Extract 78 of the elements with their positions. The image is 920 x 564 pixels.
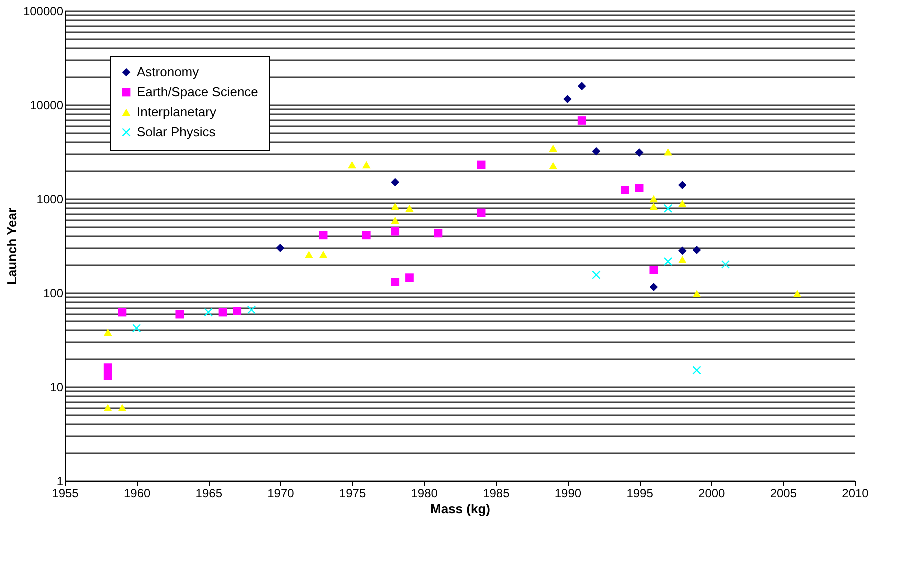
point bbox=[793, 290, 802, 298]
point bbox=[434, 229, 443, 238]
point bbox=[578, 82, 586, 91]
y-tick-label: 1 bbox=[56, 474, 64, 488]
point bbox=[477, 208, 486, 218]
point bbox=[650, 202, 658, 210]
point bbox=[319, 251, 328, 258]
x-tick-label: 1955 bbox=[52, 486, 80, 500]
point bbox=[305, 251, 314, 258]
point bbox=[319, 231, 328, 240]
point bbox=[692, 246, 702, 254]
x-tick-label: 2005 bbox=[770, 486, 798, 500]
point bbox=[391, 178, 400, 187]
point bbox=[276, 244, 285, 252]
x-tick-label: 1990 bbox=[554, 486, 582, 500]
y-tick-label: 1000 bbox=[36, 192, 64, 206]
point bbox=[635, 184, 644, 192]
point bbox=[104, 364, 112, 372]
y-tick-label: 100000 bbox=[23, 4, 64, 18]
point bbox=[592, 147, 601, 156]
point bbox=[578, 116, 586, 125]
point bbox=[664, 148, 672, 156]
point bbox=[104, 404, 112, 412]
point bbox=[362, 161, 371, 169]
legend-label: Interplanetary bbox=[137, 104, 217, 120]
point bbox=[391, 202, 400, 210]
point bbox=[218, 308, 228, 317]
point bbox=[391, 216, 400, 224]
point bbox=[406, 205, 414, 212]
x-tick-label: 1965 bbox=[196, 486, 223, 500]
point bbox=[650, 266, 658, 274]
y-tick-label: 100 bbox=[43, 286, 64, 300]
point bbox=[722, 260, 730, 269]
point bbox=[650, 283, 658, 292]
point bbox=[635, 148, 644, 157]
point bbox=[549, 144, 558, 152]
point bbox=[118, 404, 127, 412]
point bbox=[678, 256, 687, 264]
point bbox=[692, 366, 702, 375]
x-tick-label: 1970 bbox=[268, 486, 295, 500]
point bbox=[477, 160, 486, 170]
point bbox=[348, 161, 356, 169]
point bbox=[176, 310, 184, 319]
point bbox=[678, 181, 687, 190]
point bbox=[118, 308, 127, 317]
point bbox=[692, 290, 702, 298]
point bbox=[406, 274, 414, 282]
point bbox=[549, 162, 558, 170]
x-tick-label: 1985 bbox=[483, 486, 510, 500]
legend-label: Earth/Space Science bbox=[137, 84, 258, 100]
y-tick-label: 10000 bbox=[30, 98, 64, 112]
point bbox=[104, 328, 112, 336]
legend-label: Astronomy bbox=[137, 64, 200, 80]
point bbox=[391, 227, 400, 236]
x-tick-label: 1975 bbox=[339, 486, 366, 500]
point bbox=[678, 246, 687, 256]
point bbox=[564, 95, 572, 104]
x-tick-label: 1980 bbox=[411, 486, 438, 500]
point bbox=[621, 186, 630, 194]
point bbox=[104, 372, 112, 380]
point bbox=[204, 308, 213, 317]
y-axis-title: Launch Year bbox=[4, 208, 20, 286]
point bbox=[132, 324, 141, 333]
point bbox=[650, 195, 658, 203]
y-tick-label: 10 bbox=[50, 380, 64, 394]
x-tick-label: 2010 bbox=[842, 486, 870, 500]
x-tick-label: 1995 bbox=[626, 486, 654, 500]
point bbox=[678, 200, 687, 208]
x-axis-title: Mass (kg) bbox=[430, 502, 490, 516]
x-tick-label: 2000 bbox=[698, 486, 726, 500]
x-tick-label: 1960 bbox=[124, 486, 151, 500]
point bbox=[233, 307, 242, 316]
point bbox=[248, 306, 256, 314]
point bbox=[592, 270, 601, 280]
point bbox=[664, 258, 672, 266]
point bbox=[391, 278, 400, 286]
point bbox=[362, 231, 371, 240]
legend-label: Solar Physics bbox=[137, 124, 216, 140]
